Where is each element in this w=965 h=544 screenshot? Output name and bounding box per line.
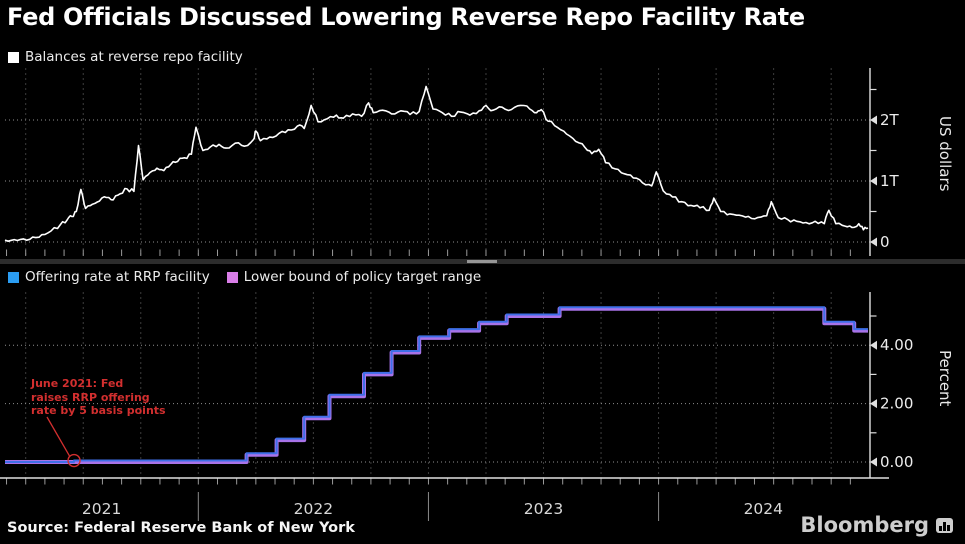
legend-label-offering-rate: Offering rate at RRP facility (25, 269, 210, 285)
annotation-text-line: raises RRP offering (31, 390, 150, 404)
bloomberg-logo: Bloomberg (800, 513, 953, 537)
year-label: 2023 (524, 500, 563, 518)
y-axis-title-us-dollars: US dollars (936, 116, 954, 192)
annotation-text-line: rate by 5 basis points (31, 404, 166, 417)
y-tick-label: 2.00 (880, 395, 913, 413)
annotation-circle (67, 453, 81, 468)
legend-swatch-balances (8, 51, 19, 63)
annotation-arrow (46, 416, 71, 457)
year-label: 2021 (82, 500, 121, 518)
panel-divider-handle[interactable] (467, 260, 497, 263)
y-tick-arrow (870, 457, 877, 467)
y-tick-label: 0.00 (880, 453, 913, 471)
y-tick-label: 1T (880, 172, 900, 190)
legend-label-lower-bound: Lower bound of policy target range (243, 269, 482, 285)
y-tick-arrow (870, 115, 877, 125)
y-tick-arrow (870, 340, 877, 350)
y-tick-arrow (870, 399, 877, 409)
annotation-june-2021: June 2021: Fed raises RRP offering rate by… (31, 377, 166, 418)
panel-divider[interactable] (0, 259, 965, 264)
top-panel-legend: Balances at reverse repo facility (8, 49, 243, 65)
year-label: 2024 (744, 500, 783, 518)
legend-item-offering-rate: Offering rate at RRP facility (8, 269, 210, 285)
year-label: 2022 (294, 500, 333, 518)
y-tick-label: 0 (880, 233, 890, 251)
y-tick-label: 4.00 (880, 336, 913, 354)
legend-swatch-offering-rate (8, 271, 19, 283)
annotation-text-line: June 2021: Fed (31, 377, 124, 390)
legend-item-balances: Balances at reverse repo facility (8, 49, 243, 65)
legend-label-balances: Balances at reverse repo facility (25, 49, 243, 65)
legend-item-lower-bound: Lower bound of policy target range (226, 269, 482, 285)
y-tick-label: 2T (880, 111, 900, 129)
bloomberg-chart-icon (936, 517, 953, 533)
y-tick-arrow (870, 237, 877, 247)
y-axis-title-percent: Percent (936, 350, 954, 407)
source-credit: Source: Federal Reserve Bank of New York (7, 520, 355, 536)
series-offering-rate-line (5, 306, 868, 463)
bottom-panel-legend: Offering rate at RRP facility Lower boun… (8, 269, 481, 285)
y-tick-arrow (870, 176, 877, 186)
chart-title: Fed Officials Discussed Lowering Reverse… (7, 3, 805, 31)
series-balances-line (4, 85, 869, 242)
legend-swatch-lower-bound (226, 271, 238, 283)
bloomberg-wordmark: Bloomberg (800, 513, 929, 537)
